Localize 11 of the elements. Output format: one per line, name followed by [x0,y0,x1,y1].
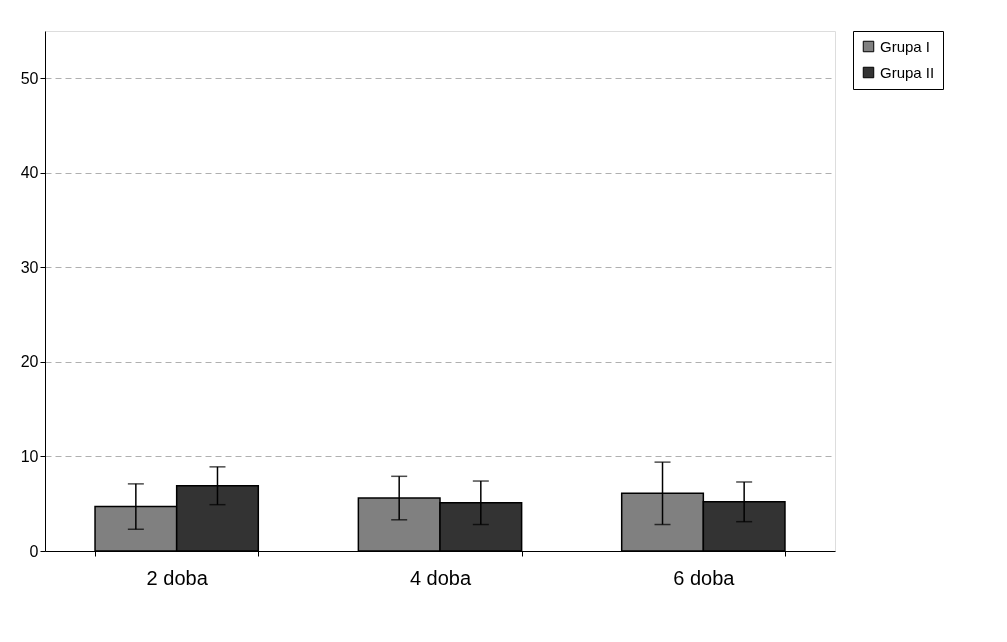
legend-label: Grupa II [880,63,935,81]
x-tick-label: 2 doba [146,566,209,589]
y-tick-label: 0 [29,542,39,560]
legend-label: Grupa I [880,37,931,55]
y-tick-label: 50 [20,69,39,87]
y-tick-label: 20 [20,353,39,371]
y-tick-label: 10 [20,447,39,465]
x-tick-label: 4 doba [409,566,472,589]
x-tick-label: 6 doba [673,566,736,589]
y-tick-label: 30 [20,258,39,276]
y-tick-label: 40 [20,164,39,182]
